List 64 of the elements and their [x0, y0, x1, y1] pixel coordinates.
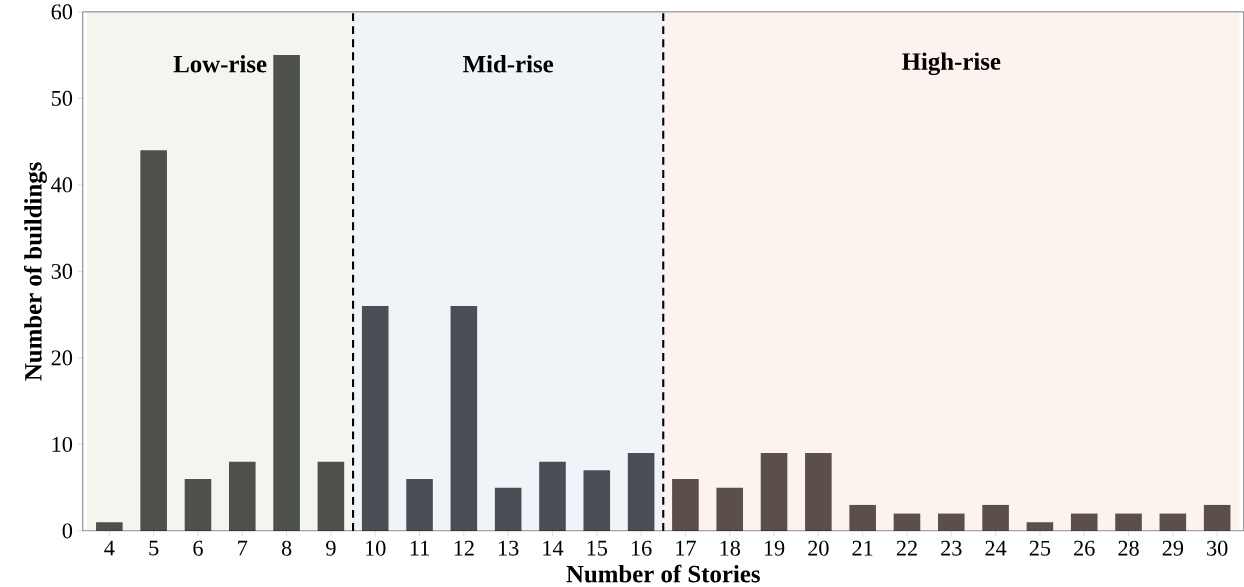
- x-tick-label: 19: [764, 540, 785, 556]
- x-tick-label: 13: [499, 540, 519, 556]
- y-tick-label: 50: [51, 90, 73, 106]
- bar: [361, 306, 389, 531]
- x-tick-label: 15: [587, 540, 608, 556]
- bar: [805, 453, 832, 531]
- band-label: High-rise: [902, 52, 1001, 76]
- bar: [937, 513, 965, 531]
- x-tick-label: 10: [366, 540, 386, 556]
- bar: [1159, 513, 1187, 531]
- x-tick-label: 17: [676, 540, 696, 556]
- x-tick-label: 25: [1029, 540, 1051, 556]
- x-tick-label: 28: [1118, 540, 1139, 556]
- band-label: Low-rise: [173, 55, 267, 73]
- bar: [317, 461, 345, 531]
- x-tick-label: 21: [852, 540, 873, 556]
- bar: [760, 453, 788, 531]
- x-tick-label: 9: [326, 540, 336, 556]
- y-tick-label: 30: [51, 263, 73, 279]
- bar: [96, 522, 123, 531]
- x-tick-label: 24: [985, 540, 1007, 556]
- bar: [1115, 513, 1142, 531]
- bar: [849, 504, 876, 531]
- bar: [273, 55, 300, 531]
- bar: [982, 504, 1009, 531]
- y-tick-label: 10: [52, 436, 73, 452]
- bar: [450, 306, 478, 531]
- x-tick-label: 12: [454, 540, 474, 556]
- x-axis-title: Number of Stories: [566, 564, 760, 583]
- x-tick-label: 6: [193, 540, 203, 556]
- y-tick-label: 20: [51, 350, 73, 366]
- x-tick-label: 30: [1207, 540, 1228, 556]
- bar: [494, 487, 522, 531]
- bar: [672, 479, 699, 531]
- bar: [228, 461, 256, 531]
- x-tick-label: 16: [631, 540, 652, 556]
- bar: [1203, 504, 1231, 531]
- x-tick-label: 8: [281, 540, 292, 556]
- bar: [406, 479, 433, 531]
- x-tick-label: 14: [543, 540, 564, 556]
- y-tick-label: 60: [51, 4, 73, 20]
- y-tick-label: 40: [51, 177, 73, 193]
- y-tick-label: 0: [62, 523, 73, 539]
- x-tick-label: 11: [410, 540, 429, 556]
- x-tick-label: 22: [896, 540, 917, 556]
- bar: [1070, 513, 1098, 531]
- bar: [140, 150, 167, 531]
- band-label: Mid-rise: [463, 55, 554, 73]
- x-tick-label: 7: [238, 540, 248, 556]
- x-tick-label: 18: [720, 540, 740, 556]
- y-axis-title: Number of buildings: [23, 162, 47, 381]
- x-tick-label: 26: [1074, 540, 1095, 556]
- bar: [583, 470, 611, 531]
- bar: [539, 461, 566, 531]
- x-tick-label: 23: [941, 540, 962, 556]
- bar: [893, 513, 921, 531]
- bar: [1026, 522, 1054, 531]
- bar: [627, 453, 655, 531]
- x-tick-label: 5: [149, 540, 159, 556]
- x-tick-label: 29: [1162, 540, 1184, 556]
- bar: [184, 479, 212, 531]
- x-tick-label: 20: [808, 540, 829, 556]
- bar: [716, 487, 744, 531]
- x-tick-label: 4: [104, 540, 115, 556]
